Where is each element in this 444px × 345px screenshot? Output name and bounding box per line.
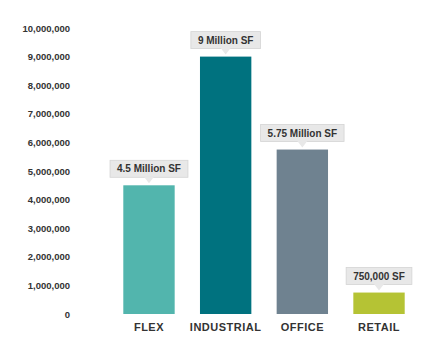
x-tick: RETAIL [358,321,400,333]
y-tick-label: 2,000,000 [28,251,70,262]
data-label-box [191,32,261,49]
x-tick: OFFICE [281,321,324,333]
data-label-text: 5.75 Million SF [268,128,337,139]
bar [123,185,174,314]
data-label-pointer [297,141,307,148]
y-tick: 6,000,000 [28,137,84,148]
y-tick-label: 3,000,000 [28,223,70,234]
y-tick: 8,000,000 [28,80,84,91]
y-tick-label: 5,000,000 [28,166,70,177]
y-tick: 3,000,000 [28,223,84,234]
y-tick: 2,000,000 [28,251,84,262]
data-label-pointer [374,284,384,291]
y-axis-line [84,29,85,315]
data-label-box [110,160,188,177]
data-label-pointer [144,177,154,184]
x-tick-label: FLEX [134,321,164,333]
y-tick-label: 10,000,000 [22,23,70,34]
x-tick-label: OFFICE [281,321,324,333]
y-tick: 9,000,000 [28,51,84,62]
y-tick-label: 0 [65,309,70,320]
y-tick: 5,000,000 [28,166,84,177]
data-label: 5.75 Million SF [261,125,344,148]
x-axis-line [99,314,431,315]
data-label-pointer [221,48,231,55]
y-tick-label: 9,000,000 [28,51,70,62]
bar [277,150,328,314]
bars [123,57,404,314]
data-label: 9 Million SF [191,32,261,55]
y-tick: 1,000,000 [28,280,84,291]
data-label-box [261,125,344,142]
data-labels: 4.5 Million SF 9 Million SF 5.75 Million S… [110,32,412,291]
y-tick-label: 4,000,000 [28,194,70,205]
y-tick: 10,000,000 [22,23,84,34]
x-tick-label: RETAIL [358,321,400,333]
y-tick: 7,000,000 [28,108,84,119]
x-tick: INDUSTRIAL [190,321,262,333]
data-label-text: 4.5 Million SF [117,163,181,174]
chart: 0 1,000,000 2,000,000 3,000,000 4,000,000 5,0… [0,0,444,345]
data-label-text: 9 Million SF [198,35,254,46]
y-axis: 0 1,000,000 2,000,000 3,000,000 4,000,000 5,0… [22,23,84,320]
y-tick: 4,000,000 [28,194,84,205]
data-label-text: 750,000 SF [353,271,405,282]
data-label: 4.5 Million SF [110,160,188,183]
x-tick: FLEX [134,321,164,333]
y-tick-label: 6,000,000 [28,137,70,148]
y-tick-label: 7,000,000 [28,108,70,119]
bar [353,293,404,314]
x-tick-label: INDUSTRIAL [190,321,262,333]
y-tick: 0 [65,309,84,320]
y-tick-label: 8,000,000 [28,80,70,91]
data-label-box [346,268,412,285]
bar [200,57,251,314]
y-tick-label: 1,000,000 [28,280,70,291]
data-label: 750,000 SF [346,268,412,291]
x-axis: FLEX INDUSTRIAL OFFICE RETAIL [99,315,431,333]
